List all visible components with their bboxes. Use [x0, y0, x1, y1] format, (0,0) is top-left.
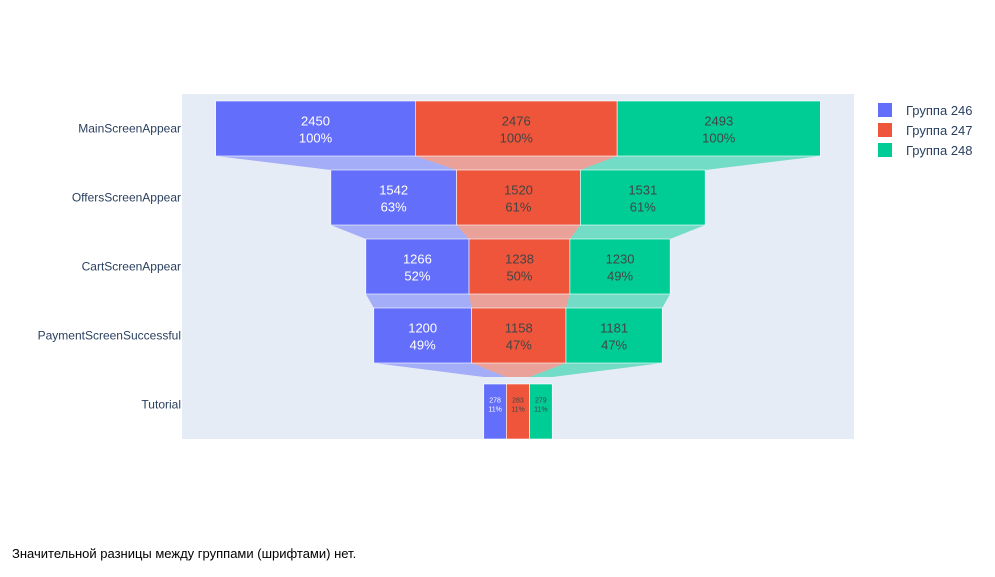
funnel-data-labels: 2450 100% 2476 100% 2493 100% 1542 63% 1520 61% 15…: [299, 114, 736, 414]
funnel-percent-label: 49%: [410, 338, 436, 353]
funnel-value-label: 1158: [505, 321, 533, 336]
funnel-percent-label: 11%: [534, 407, 548, 414]
funnel-bar[interactable]: [580, 169, 706, 226]
legend-label: Группа 246: [906, 102, 973, 118]
legend: Группа 246 Группа 247 Группа 248: [878, 100, 973, 160]
y-tick-label: Tutorial: [141, 398, 181, 412]
funnel-connector: [365, 294, 472, 308]
legend-item-group-248[interactable]: Группа 248: [878, 140, 973, 160]
funnel-connector: [565, 294, 671, 308]
funnel-value-label: 1181: [600, 321, 628, 336]
funnel-bar[interactable]: [415, 100, 618, 157]
funnel-connector: [330, 225, 470, 239]
funnel-percent-label: 50%: [506, 269, 532, 284]
legend-swatch: [878, 143, 892, 157]
funnel-percent-label: 11%: [488, 407, 502, 414]
funnel-bar[interactable]: [215, 100, 416, 157]
funnel-connector: [580, 156, 821, 170]
funnel-connector: [415, 156, 618, 170]
funnel-bar[interactable]: [456, 169, 581, 226]
funnel-bar[interactable]: [468, 238, 571, 295]
y-tick-label: PaymentScreenSuccessful: [38, 329, 181, 343]
funnel-value-label: 1542: [379, 183, 408, 198]
funnel-bars: [215, 100, 821, 440]
funnel-percent-label: 61%: [505, 200, 531, 215]
funnel-connector: [469, 294, 570, 308]
funnel-percent-label: 61%: [630, 200, 656, 215]
funnel-value-label: 1266: [403, 252, 432, 267]
legend-swatch: [878, 123, 892, 137]
legend-swatch: [878, 103, 892, 117]
funnel-bar[interactable]: [529, 383, 553, 440]
funnel-percent-label: 47%: [506, 338, 532, 353]
funnel-connector: [529, 363, 663, 377]
funnel-value-label: 278: [489, 398, 501, 405]
funnel-percent-label: 49%: [607, 269, 633, 284]
funnel-bar[interactable]: [616, 100, 821, 157]
y-tick-label: CartScreenAppear: [82, 260, 181, 274]
funnel-bar[interactable]: [365, 238, 470, 295]
legend-label: Группа 247: [906, 122, 973, 138]
funnel-connector: [569, 225, 706, 239]
funnel-value-label: 279: [535, 398, 547, 405]
funnel-connector: [456, 225, 581, 239]
y-tick-label: OffersScreenAppear: [72, 191, 181, 205]
y-axis-tick-labels: MainScreenAppear OffersScreenAppear CartSc…: [38, 122, 181, 412]
funnel-chart: 2450 100% 2476 100% 2493 100% 1542 63% 1520 61% 15…: [38, 94, 854, 440]
funnel-value-label: 2493: [704, 114, 733, 129]
legend-item-group-247[interactable]: Группа 247: [878, 120, 973, 140]
funnel-connector: [215, 156, 457, 170]
legend-item-group-246[interactable]: Группа 246: [878, 100, 973, 120]
funnel-percent-label: 100%: [299, 131, 333, 146]
funnel-percent-label: 47%: [601, 338, 627, 353]
funnel-percent-label: 11%: [511, 407, 525, 414]
funnel-bar[interactable]: [565, 307, 663, 364]
legend-label: Группа 248: [906, 142, 973, 158]
funnel-connectors: [215, 156, 821, 377]
funnel-value-label: 1520: [504, 183, 533, 198]
funnel-value-label: 1238: [505, 252, 534, 267]
caption: Значительной разницы между группами (шри…: [12, 546, 357, 561]
funnel-bar[interactable]: [569, 238, 671, 295]
funnel-percent-label: 100%: [702, 131, 736, 146]
funnel-value-label: 2476: [502, 114, 531, 129]
funnel-value-label: 1200: [408, 321, 437, 336]
funnel-value-label: 1230: [606, 252, 635, 267]
funnel-bar[interactable]: [373, 307, 472, 364]
funnel-connector: [471, 363, 566, 377]
funnel-value-label: 2450: [301, 114, 330, 129]
funnel-value-label: 1531: [628, 183, 657, 198]
funnel-bar[interactable]: [471, 307, 567, 364]
funnel-bar[interactable]: [330, 169, 457, 226]
funnel-percent-label: 52%: [404, 269, 430, 284]
y-tick-label: MainScreenAppear: [78, 122, 181, 136]
funnel-connector: [373, 363, 507, 377]
funnel-percent-label: 63%: [381, 200, 407, 215]
funnel-percent-label: 100%: [500, 131, 534, 146]
funnel-value-label: 283: [512, 398, 524, 405]
